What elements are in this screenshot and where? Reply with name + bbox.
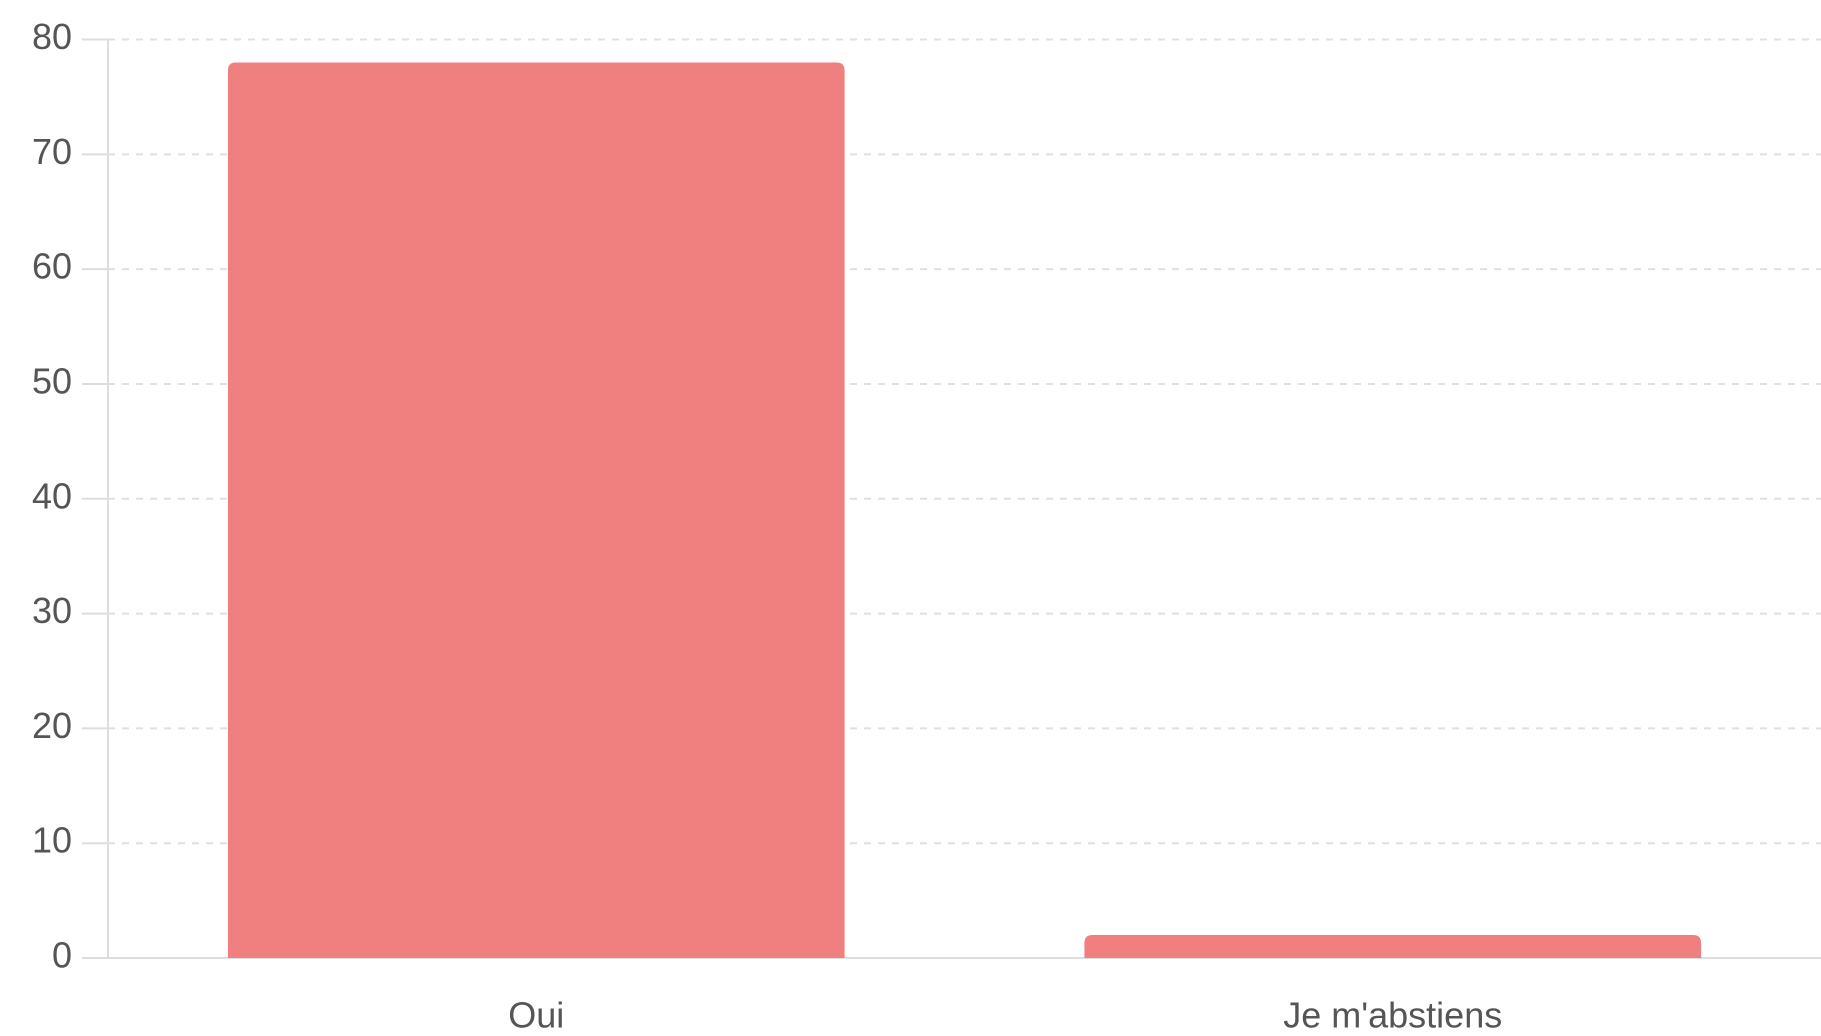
y-tick-label: 10 xyxy=(32,820,72,861)
y-tick-label: 60 xyxy=(32,246,72,287)
x-tick-label: Je m'abstiens xyxy=(1283,995,1502,1036)
y-tick-label: 20 xyxy=(32,705,72,746)
bar xyxy=(1084,935,1702,958)
y-tick-label: 50 xyxy=(32,360,72,401)
bar xyxy=(227,62,845,958)
y-tick-label: 40 xyxy=(32,475,72,516)
x-tick-label: Oui xyxy=(508,995,564,1036)
y-tick-label: 0 xyxy=(52,935,72,976)
y-tick-label: 80 xyxy=(32,16,72,57)
y-tick-label: 30 xyxy=(32,590,72,631)
y-tick-label: 70 xyxy=(32,131,72,172)
